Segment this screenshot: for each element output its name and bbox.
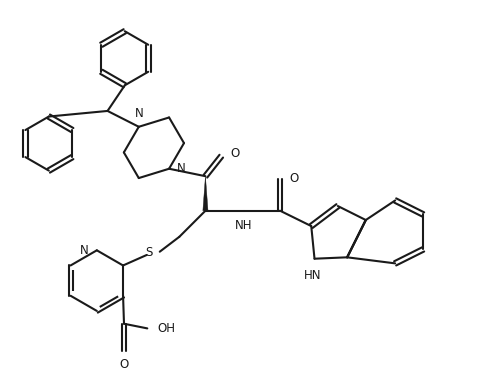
Text: O: O [120,358,129,371]
Text: N: N [177,162,186,175]
Text: HN: HN [304,269,321,282]
Polygon shape [203,176,208,211]
Text: NH: NH [235,219,252,232]
Text: OH: OH [158,322,175,335]
Text: N: N [134,107,143,120]
Text: N: N [80,244,88,257]
Text: S: S [145,246,153,259]
Text: O: O [230,147,239,160]
Text: O: O [289,171,298,185]
